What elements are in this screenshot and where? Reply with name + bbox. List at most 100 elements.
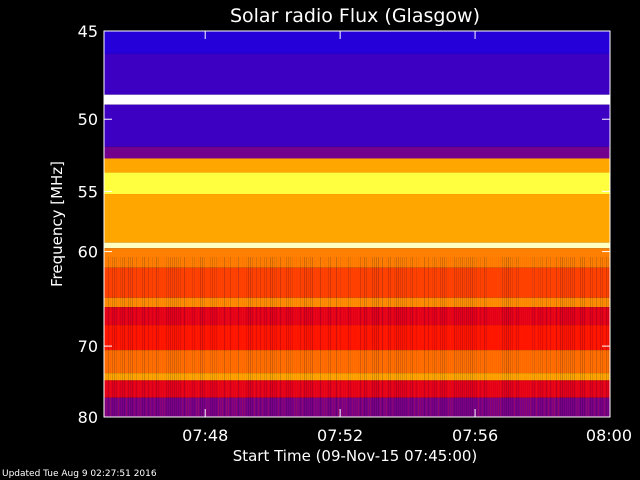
noise-column [460,257,461,417]
noise-column [474,257,475,417]
noise-column [544,257,545,417]
noise-column [520,257,521,417]
noise-column [162,257,163,417]
noise-column [114,257,115,417]
spectrum-band-17 [104,397,610,417]
noise-column [364,257,365,417]
noise-column [156,257,157,417]
noise-column [408,257,409,417]
noise-column [124,257,125,417]
noise-column [602,257,603,417]
noise-column [604,257,605,417]
noise-column [370,257,371,417]
noise-column [136,257,137,417]
x-tick-label: 07:52 [317,426,363,445]
noise-column [258,257,259,417]
noise-column [242,257,243,417]
noise-column [378,257,379,417]
noise-column [494,257,495,417]
noise-column [336,257,337,417]
noise-column [158,257,159,417]
noise-column [428,257,429,417]
noise-column [402,257,403,417]
noise-column [178,257,179,417]
noise-column [120,257,121,417]
noise-column [568,257,569,417]
x-tick-label: 07:48 [182,426,228,445]
noise-column [574,257,575,417]
x-axis: 07:48 07:52 07:56 08:00 [182,31,632,445]
noise-column [342,257,343,417]
noise-column [384,257,385,417]
noise-column [426,257,427,417]
noise-column [262,257,263,417]
noise-column [504,257,505,417]
noise-column [418,257,419,417]
noise-column [530,257,531,417]
noise-column [352,257,353,417]
spectrum-band-6 [104,172,610,195]
noise-column [542,257,543,417]
noise-column [444,257,445,417]
x-axis-label: Start Time (09-Nov-15 07:45:00) [233,447,478,465]
noise-column [228,257,229,417]
noise-column [554,257,555,417]
noise-column [116,257,117,417]
noise-column [320,257,321,417]
spectrum-band-1 [104,53,610,95]
noise-column [328,257,329,417]
noise-column [396,257,397,417]
noise-column [522,257,523,417]
noise-column [250,257,251,417]
noise-column [452,257,453,417]
noise-column [282,257,283,417]
noise-column [198,257,199,417]
noise-column [148,257,149,417]
noise-column [450,257,451,417]
noise-column [318,257,319,417]
noise-column [308,257,309,417]
noise-column [490,257,491,417]
noise-column [422,257,423,417]
noise-column [208,257,209,417]
noise-column [126,257,127,417]
noise-column [206,257,207,417]
y-axis: 45 50 55 60 70 80 [78,22,610,427]
chart-title: Solar radio Flux (Glasgow) [230,5,480,27]
noise-column [244,257,245,417]
noise-column [264,257,265,417]
spectrum-band-7 [104,194,610,243]
noise-column [298,257,299,417]
noise-column [152,257,153,417]
noise-column [160,257,161,417]
noise-column [424,257,425,417]
noise-column [366,257,367,417]
noise-column [302,257,303,417]
noise-column [484,257,485,417]
noise-column [164,257,165,417]
noise-column [454,257,455,417]
noise-column [194,257,195,417]
noise-column [200,257,201,417]
noise-column [278,257,279,417]
noise-column [534,257,535,417]
noise-column [154,257,155,417]
noise-column [592,257,593,417]
noise-column [578,257,579,417]
noise-column [372,257,373,417]
noise-column [274,257,275,417]
y-axis-label: Frequency [MHz] [48,161,66,287]
noise-column [254,257,255,417]
noise-column [560,257,561,417]
noise-texture [104,257,609,417]
noise-column [144,257,145,417]
noise-column [558,257,559,417]
noise-column [594,257,595,417]
noise-column [150,257,151,417]
spectrum-band-2 [104,94,610,105]
noise-column [442,257,443,417]
spectrum-band-8 [104,242,610,249]
spectrum-band-13 [104,325,610,351]
noise-column [300,257,301,417]
noise-column [354,257,355,417]
